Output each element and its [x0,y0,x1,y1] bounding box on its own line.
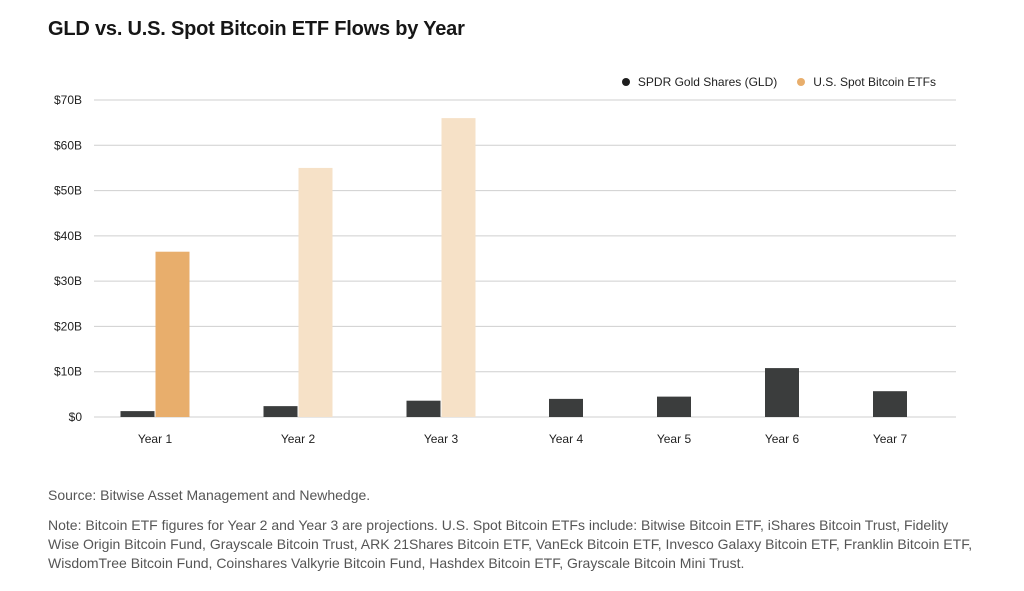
y-tick-label: $10B [54,365,82,379]
legend-label-btc: U.S. Spot Bitcoin ETFs [813,75,936,89]
bar-gld [873,391,907,417]
bar-gld [406,400,441,417]
chart-title: GLD vs. U.S. Spot Bitcoin ETF Flows by Y… [48,18,465,40]
bar-chart: $0 $10B $20B $30B $40B $50B $60B $70B Year 1 Year… [54,93,956,446]
legend-swatch-btc [797,78,806,86]
source-text: Source: Bitwise Asset Management and New… [48,487,371,503]
y-tick-label: $20B [54,319,82,333]
x-tick-label: Year 4 [549,432,584,446]
legend-label-gld: SPDR Gold Shares (GLD) [637,75,778,89]
legend-swatch-gld [621,78,630,86]
x-tick-label: Year 3 [424,432,459,446]
bar-btc [155,251,190,417]
bar-gld [120,411,155,417]
y-tick-label: $30B [54,274,82,288]
bar-gld [765,368,799,417]
x-tick-label: Year 1 [138,432,173,446]
x-tick-label: Year 5 [657,432,692,446]
bar-btc [298,167,333,417]
legend-item-gld: SPDR Gold Shares (GLD) [621,75,778,89]
legend: SPDR Gold Shares (GLD) U.S. Spot Bitcoin… [621,75,936,89]
y-tick-label: $0 [69,410,83,424]
y-tick-label: $70B [54,93,82,107]
y-tick-label: $60B [54,138,82,152]
y-tick-label: $50B [54,184,82,198]
note-text: Note: Bitcoin ETF figures for Year 2 and… [48,517,973,571]
legend-item-btc: U.S. Spot Bitcoin ETFs [797,75,936,89]
bar-btc [441,118,476,417]
y-tick-label: $40B [54,229,82,243]
bar-gld [263,406,298,417]
x-tick-label: Year 7 [873,432,908,446]
x-tick-label: Year 2 [281,432,316,446]
bar-gld [549,398,583,417]
x-tick-label: Year 6 [765,432,800,446]
bar-gld [657,396,691,417]
